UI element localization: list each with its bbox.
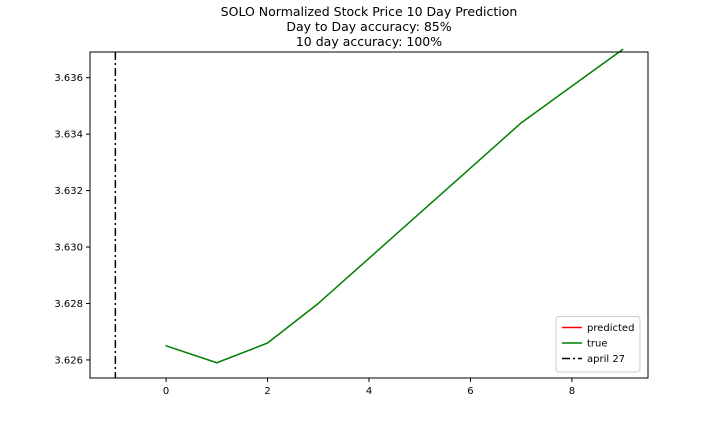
x-tick-label: 8 [569, 386, 575, 397]
legend-label-true: true [587, 339, 608, 350]
chart-title-line-2: Day to Day accuracy: 85% [286, 19, 451, 34]
chart-title-line-1: SOLO Normalized Stock Price 10 Day Predi… [221, 4, 518, 19]
legend-label-april-27: april 27 [587, 354, 625, 365]
x-tick-label: 0 [163, 386, 169, 397]
y-tick-label: 3.632 [54, 186, 83, 197]
chart-title: SOLO Normalized Stock Price 10 Day Predi… [221, 4, 518, 49]
x-tick-label: 4 [366, 386, 372, 397]
y-tick-label: 3.626 [54, 355, 83, 366]
y-tick-label: 3.628 [54, 299, 83, 310]
x-tick-label: 2 [264, 386, 270, 397]
plot-area [114, 48, 624, 378]
axes: 0 2 4 6 8 3.626 3.628 3.630 3.632 3.634 3.636 [54, 51, 649, 397]
y-tick-label: 3.636 [54, 73, 83, 84]
chart-title-line-3: 10 day accuracy: 100% [296, 34, 442, 49]
y-tick-label: 3.630 [54, 243, 83, 254]
series-line-true [165, 48, 624, 364]
y-tick-label: 3.634 [54, 130, 83, 141]
legend-label-predicted: predicted [587, 323, 634, 334]
legend-box [555, 316, 641, 373]
legend: predicted true april 27 [555, 316, 641, 373]
x-tick-label: 6 [467, 386, 473, 397]
